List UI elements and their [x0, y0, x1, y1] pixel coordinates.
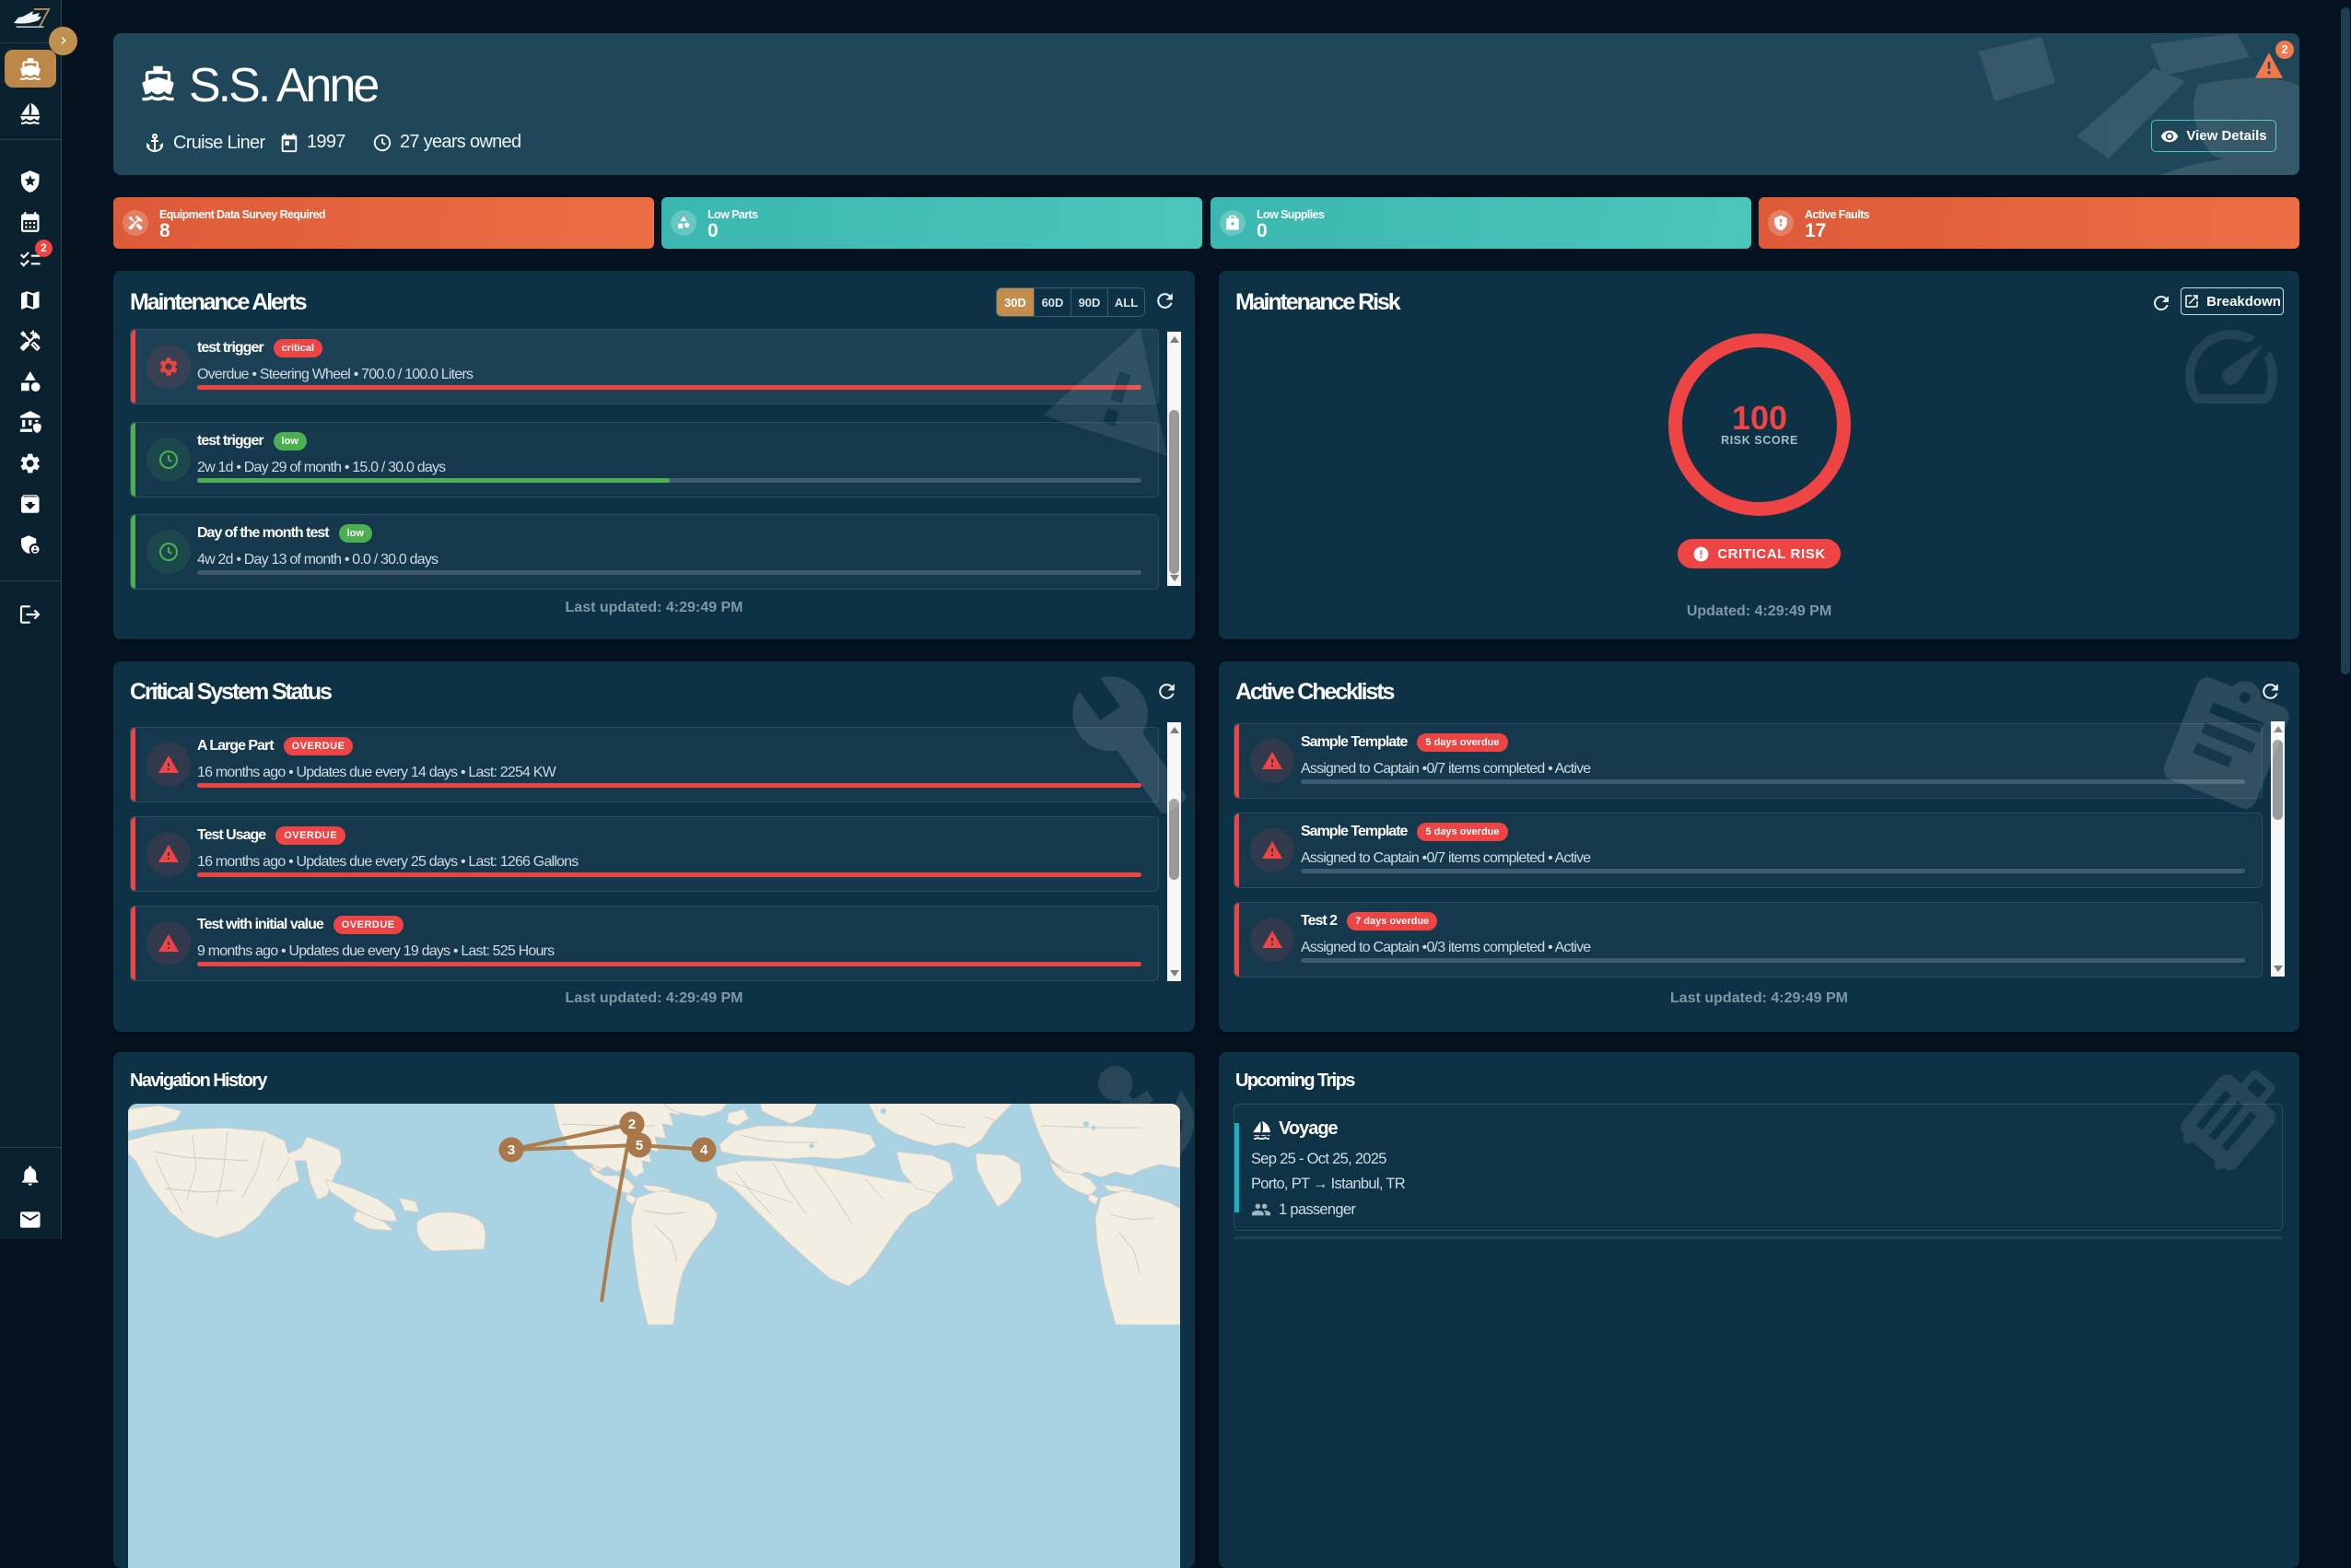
svg-text:4: 4: [700, 1142, 708, 1158]
svg-text:2: 2: [628, 1117, 636, 1132]
svg-text:5: 5: [636, 1138, 643, 1153]
svg-text:3: 3: [508, 1142, 515, 1158]
